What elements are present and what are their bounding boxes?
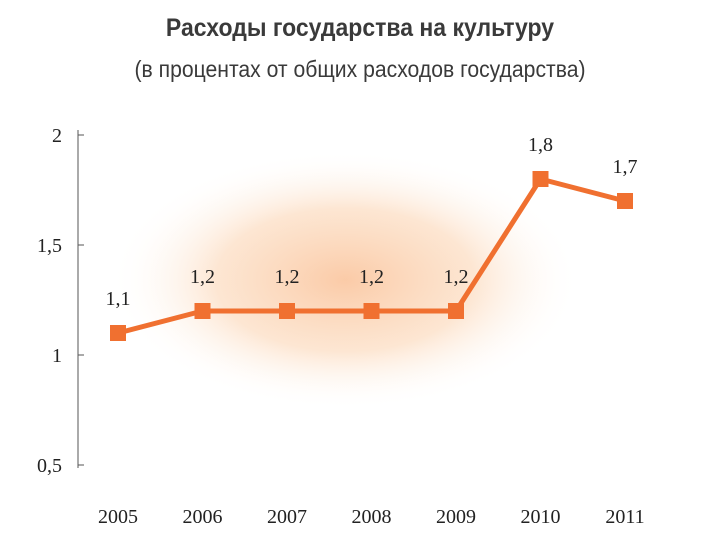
y-tick-label: 1 [52,345,62,367]
data-label: 1,8 [528,134,553,156]
x-tick-label: 2006 [183,506,223,528]
x-tick-label: 2005 [98,506,138,528]
chart-subtitle: (в процентах от общих расходов государст… [134,56,586,82]
background-glow [110,150,580,410]
data-point-marker [363,303,380,319]
chart-title: Расходы государства на культуру [165,14,555,42]
x-tick-label: 2010 [521,506,561,528]
x-tick-label: 2011 [605,506,644,528]
y-tick-label: 1,5 [37,235,62,257]
data-point-marker [617,193,633,209]
data-point-marker [448,303,464,319]
data-label: 1,2 [359,266,384,288]
x-tick-label: 2009 [436,506,476,528]
data-label: 1,7 [613,156,638,178]
data-label: 1,1 [106,288,131,310]
data-point-marker [279,303,295,319]
x-tick-label: 2007 [267,506,307,528]
data-label: 1,2 [444,266,469,288]
data-point-marker [110,325,126,341]
y-tick-label: 2 [52,125,62,147]
data-label: 1,2 [275,266,300,288]
data-point-marker [194,303,211,319]
data-label: 1,2 [190,266,215,288]
data-point-marker [532,171,549,187]
x-tick-label: 2008 [352,506,392,528]
y-tick-label: 0,5 [37,455,62,477]
